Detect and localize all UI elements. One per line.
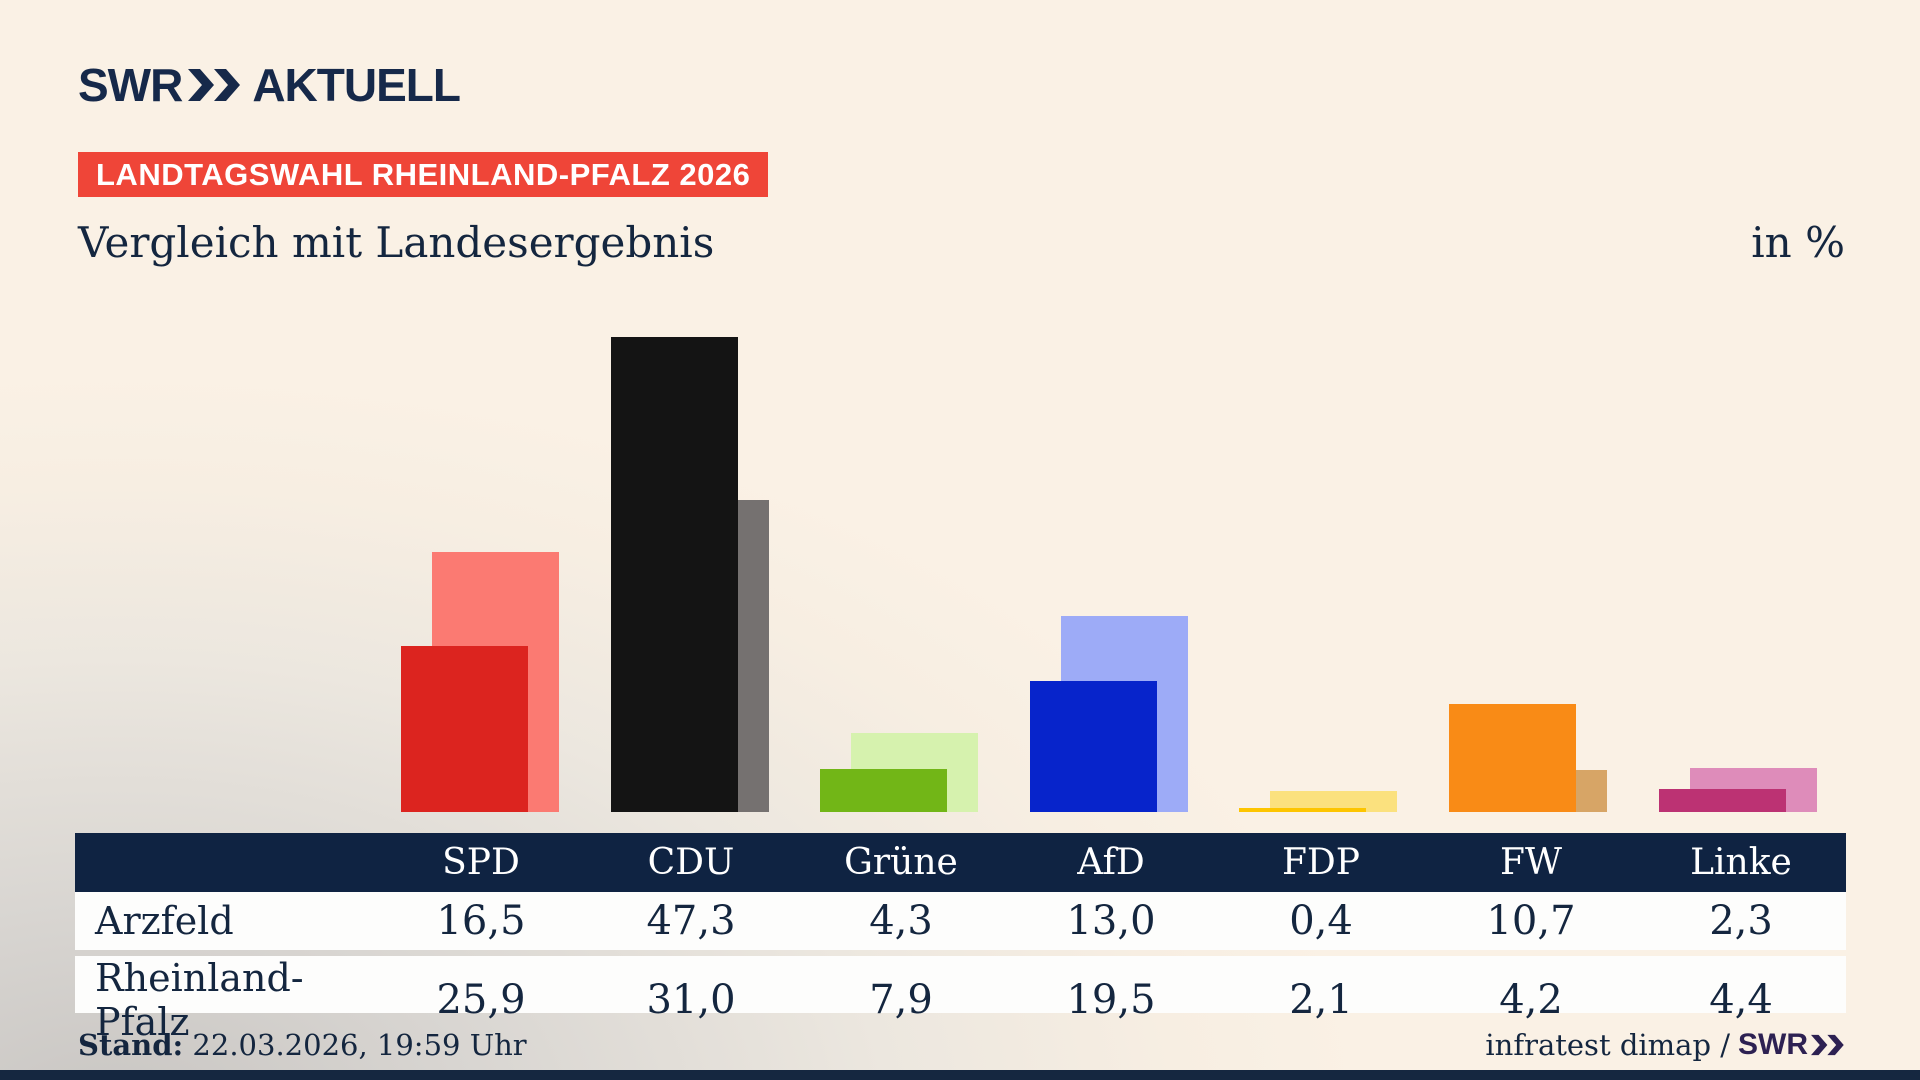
bottom-accent-bar	[0, 1070, 1920, 1080]
bar-arzfeld-afd	[1029, 681, 1157, 812]
bar-chart	[0, 300, 1920, 812]
bar-arzfeld-grne	[820, 768, 948, 812]
swr-chevrons-icon	[188, 69, 242, 101]
column-header-gruene: Grüne	[844, 842, 958, 883]
value-rlp-gruene: 7,9	[869, 977, 933, 1023]
value-rlp-afd: 19,5	[1066, 977, 1156, 1023]
results-table: SPD CDU Grüne AfD FDP FW Linke Arzfeld 1…	[75, 833, 1846, 1044]
timestamp-label: Stand:	[78, 1028, 184, 1062]
chart-title: Vergleich mit Landesergebnis	[78, 218, 715, 267]
column-header-fw: FW	[1500, 842, 1562, 883]
source-attribution: infratest dimap / SWR	[1485, 1028, 1845, 1062]
aktuell-logo-text: AKTUELL	[252, 59, 461, 111]
column-header-linke: Linke	[1690, 842, 1792, 883]
value-rlp-cdu: 31,0	[646, 977, 736, 1023]
unit-label: in %	[1751, 218, 1845, 267]
source-text: infratest dimap /	[1485, 1028, 1730, 1062]
value-arzfeld-cdu: 47,3	[646, 898, 736, 944]
value-arzfeld-gruene: 4,3	[869, 898, 933, 944]
bar-arzfeld-fdp	[1239, 807, 1367, 812]
value-rlp-linke: 4,4	[1709, 977, 1773, 1023]
value-rlp-fw: 4,2	[1499, 977, 1563, 1023]
value-rlp-spd: 25,9	[436, 977, 526, 1023]
value-arzfeld-fw: 10,7	[1486, 898, 1576, 944]
value-arzfeld-linke: 2,3	[1709, 898, 1773, 944]
value-arzfeld-spd: 16,5	[436, 898, 526, 944]
value-arzfeld-afd: 13,0	[1066, 898, 1156, 944]
value-arzfeld-fdp: 0,4	[1289, 898, 1353, 944]
column-header-spd: SPD	[442, 842, 520, 883]
timestamp-value: 22.03.2026, 19:59 Uhr	[192, 1028, 527, 1062]
row-label-rheinland-pfalz: Rheinland-Pfalz	[95, 956, 304, 1044]
swr-footer-chevrons-icon	[1811, 1034, 1845, 1056]
table-row: Rheinland-Pfalz 25,9 31,0 7,9 19,5 2,1 4…	[75, 956, 1846, 1044]
bar-rheinland-pfalz-fdp	[1270, 790, 1398, 812]
bar-arzfeld-spd	[401, 646, 528, 812]
bar-arzfeld-linke	[1658, 788, 1786, 812]
column-header-cdu: CDU	[647, 842, 735, 883]
swr-footer-logo: SWR	[1738, 1028, 1845, 1062]
table-row: Arzfeld 16,5 47,3 4,3 13,0 0,4 10,7 2,3	[75, 892, 1846, 950]
timestamp: Stand: 22.03.2026, 19:59 Uhr	[78, 1028, 527, 1062]
bar-arzfeld-cdu	[610, 336, 738, 812]
column-header-afd: AfD	[1077, 842, 1145, 883]
row-label-arzfeld: Arzfeld	[95, 899, 234, 943]
swr-aktuell-logo: SWR AKTUELL	[78, 58, 461, 112]
table-header-row: SPD CDU Grüne AfD FDP FW Linke	[75, 833, 1846, 892]
swr-logo-text: SWR	[78, 59, 183, 111]
value-rlp-fdp: 2,1	[1289, 977, 1353, 1023]
column-header-fdp: FDP	[1281, 842, 1361, 883]
bar-arzfeld-fw	[1449, 704, 1576, 812]
election-banner: LANDTAGSWAHL RHEINLAND-PFALZ 2026	[78, 152, 769, 197]
